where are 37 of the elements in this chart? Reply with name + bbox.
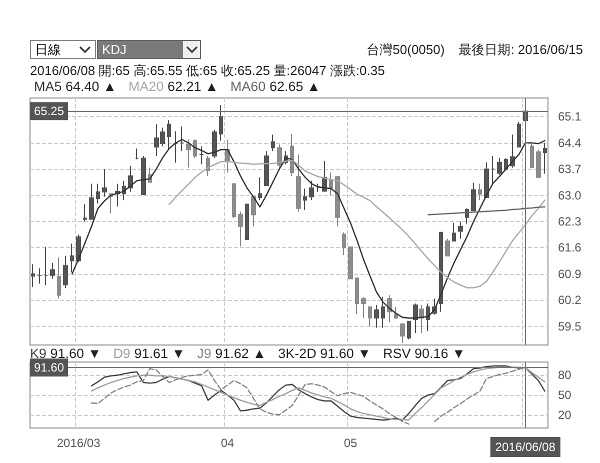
text: 2016/06/08 開:65 高:65.55 低:65 收:65.25 量:26047 漲跌:0.35 [30, 62, 385, 80]
y-tick-label: 63.0 [558, 188, 582, 202]
series-label: J9 [197, 346, 212, 361]
text: 最後日期: 2016/06/15 [458, 41, 583, 59]
text: 日線 [35, 40, 61, 58]
y-tick-label: 64.4 [558, 136, 582, 150]
series-label: D9 [113, 346, 130, 361]
text: 91.60 ▼ [50, 346, 102, 361]
text: 64.40 ▲ [66, 79, 116, 94]
y-tick-label: 20 [558, 408, 572, 422]
y-tick-label: 60.9 [558, 266, 582, 281]
text: 62.65 ▲ [269, 79, 320, 94]
text: 91.62 ▲ [215, 346, 266, 361]
y-tick-label: 60.2 [558, 293, 582, 308]
text: 62.21 ▲ [167, 79, 218, 94]
text: MA60 [230, 79, 266, 94]
x-tick-label: 2016/06/08 [495, 440, 556, 454]
y-tick-label: 59.5 [558, 319, 582, 334]
text: KDJ [102, 42, 127, 57]
ref-line-label: 91.60 [34, 360, 64, 375]
text: RSV 90.16 ▼ [382, 346, 466, 361]
y-tick-label: 61.6 [558, 240, 582, 255]
text: 3K-2D 91.60 ▼ [278, 346, 371, 361]
y-tick-label: 63.7 [558, 162, 582, 176]
text: MA5 [34, 79, 62, 94]
text: 台灣50(0050) [366, 41, 445, 59]
y-tick-label: 65.1 [558, 110, 582, 124]
text: K9 [30, 346, 47, 361]
text: MA20 [128, 79, 164, 94]
y-tick-label: 80 [558, 368, 572, 382]
x-tick-label: 2016/03 [56, 436, 101, 450]
x-tick-label: 04 [220, 436, 234, 450]
text: 91.61 ▼ [134, 346, 186, 361]
ref-line-label: 65.25 [34, 104, 64, 118]
y-tick-label: 62.3 [558, 214, 582, 228]
y-tick-label: 50 [558, 388, 572, 402]
x-tick-label: 05 [344, 436, 358, 450]
